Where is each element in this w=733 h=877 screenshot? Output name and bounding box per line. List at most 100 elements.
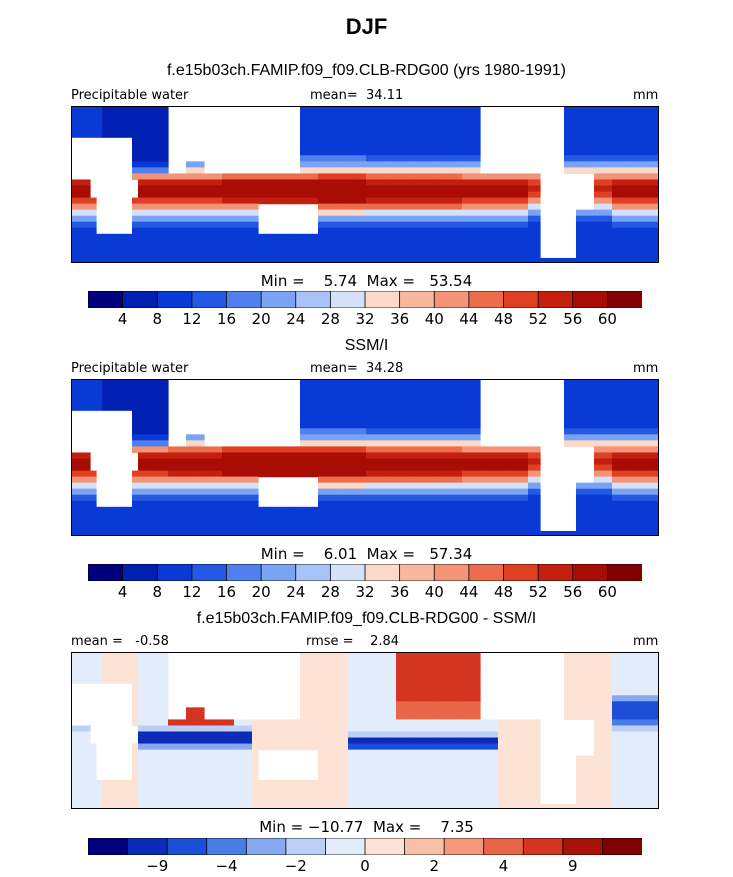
map-cell [450, 125, 457, 132]
map-cell [162, 482, 169, 490]
map-cell [114, 665, 121, 672]
map-cell [216, 209, 223, 217]
map-cell [162, 380, 169, 387]
map-cell [312, 428, 319, 435]
map-cell [420, 737, 427, 745]
map-cell [462, 221, 469, 229]
map-cell [420, 512, 427, 520]
map-cell [498, 191, 505, 199]
map-cell [390, 422, 397, 429]
map-cell [648, 179, 655, 187]
map-cell [618, 725, 625, 733]
map-cell [528, 251, 535, 259]
map-cell [294, 458, 301, 466]
map-cell [204, 452, 211, 460]
map-cell [210, 446, 217, 454]
map-cell [450, 749, 457, 757]
map-cell [444, 482, 451, 490]
map-cell [474, 755, 481, 763]
map-cell [372, 683, 379, 690]
map-cell [630, 440, 637, 448]
map-cell [162, 416, 169, 423]
map-cell [234, 755, 241, 763]
map-cell [498, 530, 505, 535]
map-cell [468, 725, 475, 733]
map-cell [408, 125, 415, 132]
map-cell [456, 494, 463, 502]
map-cell [132, 386, 139, 393]
map-cell [636, 725, 643, 733]
map-cell [480, 179, 487, 187]
map-cell [384, 221, 391, 229]
map-cell [294, 719, 301, 727]
map-cell [366, 719, 373, 727]
map-cell [174, 749, 181, 757]
map-cell [468, 512, 475, 520]
map-cell [612, 422, 619, 429]
map-cell [276, 245, 283, 253]
map-cell [300, 428, 307, 435]
map-cell [204, 209, 211, 217]
map-cell [402, 689, 409, 696]
map-cell [486, 470, 493, 478]
map-cell [312, 530, 319, 535]
map-cell [354, 713, 361, 721]
map-cell [468, 743, 475, 751]
map-cell [78, 125, 85, 132]
map-cell [372, 659, 379, 666]
map-cell [144, 458, 151, 466]
map-cell [612, 665, 619, 672]
map-cell [618, 221, 625, 229]
map-cell [642, 743, 649, 751]
map-cell [156, 476, 163, 484]
map-cell [264, 245, 271, 253]
map-cell [516, 245, 523, 253]
map-cell [108, 392, 115, 399]
map-cell [624, 173, 631, 181]
map-cell [594, 440, 601, 448]
map-cell [324, 398, 331, 405]
map-cell [654, 179, 658, 187]
map-cell [468, 203, 475, 211]
map-cell [402, 257, 409, 262]
map-cell [636, 653, 643, 660]
map-cell [378, 434, 385, 441]
map-cell [378, 245, 385, 253]
map-cell [84, 380, 91, 387]
map-cell [192, 167, 199, 175]
map-cell [630, 410, 637, 417]
map-cell [240, 215, 247, 223]
map-cell [384, 494, 391, 502]
map-cell [372, 500, 379, 508]
map-cell [390, 428, 397, 435]
map-cell [318, 161, 325, 168]
map-cell [450, 482, 457, 490]
map-cell [168, 482, 175, 490]
map-cell [330, 197, 337, 205]
map-cell [324, 149, 331, 156]
map-cell [306, 386, 313, 393]
map-cell [582, 701, 589, 708]
map-cell [654, 113, 658, 120]
map-cell [594, 239, 601, 247]
map-cell [240, 227, 247, 235]
map-cell [468, 113, 475, 120]
map-cell [384, 731, 391, 739]
map-cell [618, 683, 625, 690]
map-cell [378, 755, 385, 763]
map-cell [162, 149, 169, 156]
map-cell [378, 488, 385, 496]
map-cell [570, 398, 577, 405]
map-cell [462, 683, 469, 690]
map-cell [390, 737, 397, 745]
map-cell [84, 215, 91, 223]
colorbar-bin [364, 291, 401, 308]
map-cell [522, 470, 529, 478]
map-cell [366, 185, 373, 193]
map-cell [372, 227, 379, 235]
map-cell [162, 137, 169, 144]
map-cell [216, 749, 223, 757]
map-cell [612, 209, 619, 217]
map-cell [594, 245, 601, 253]
map-cell [582, 677, 589, 684]
